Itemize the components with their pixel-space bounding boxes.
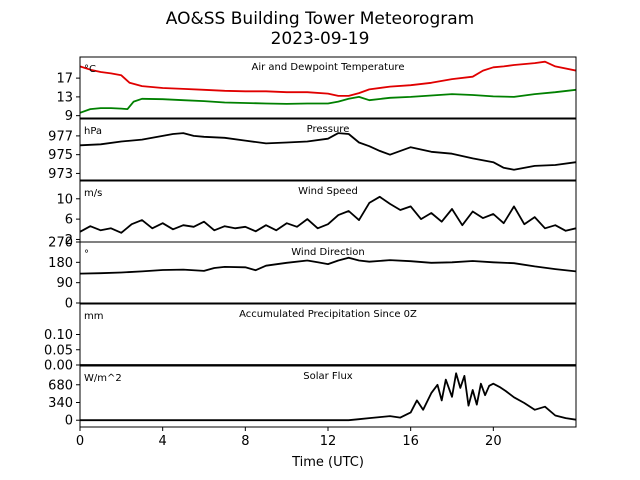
panel-title-2: Wind Speed [298, 186, 358, 197]
panel-4: 0.000.050.10 mm Accumulated Precipitation … [44, 303, 577, 374]
y-tick-label-5-1: 340 [48, 396, 73, 411]
panel-title-4: Accumulated Precipitation Since 0Z [239, 309, 417, 320]
panel-frame-1 [79, 118, 577, 181]
panel-frame-0 [79, 56, 577, 119]
y-tick-label-4-0: 0.00 [44, 359, 73, 374]
y-tick-label-3-3: 270 [48, 236, 73, 251]
series-line-0-0 [80, 60, 576, 97]
x-tick-label-2: 8 [241, 434, 249, 449]
panel-0: 9 13 17 °C Air and Dewpoint Temperature [56, 56, 577, 124]
series-line-3-0 [80, 256, 576, 275]
y-tick-label-3-2: 180 [48, 256, 73, 271]
y-tick-label-2-0: 2 [65, 233, 73, 248]
panel-unit-0: °C [84, 64, 96, 75]
y-tick-label-1-2: 977 [48, 129, 73, 144]
x-axis: 0 4 8 12 16 20 [76, 427, 502, 449]
x-tick-label-1: 4 [159, 434, 167, 449]
panel-frame-3 [79, 241, 577, 304]
panel-title-1: Pressure [307, 124, 350, 135]
panel-title-3: Wind Direction [291, 247, 365, 258]
y-tick-label-2-1: 6 [65, 213, 73, 228]
panel-title-5: Solar Flux [303, 371, 353, 382]
panel-unit-3: ° [84, 249, 89, 260]
y-tick-label-5-0: 0 [65, 414, 73, 429]
y-tick-label-3-1: 90 [56, 276, 73, 291]
y-tick-label-1-1: 975 [48, 148, 73, 163]
y-tick-label-1-0: 973 [48, 167, 73, 182]
x-tick-label-4: 16 [402, 434, 419, 449]
x-tick-label-3: 12 [320, 434, 337, 449]
panel-1: 973 975 977 hPa Pressure [48, 118, 577, 182]
panel-unit-2: m/s [84, 188, 102, 199]
y-tick-label-3-0: 0 [65, 297, 73, 312]
series-line-5-0 [80, 372, 576, 422]
y-tick-label-0-2: 17 [56, 72, 73, 87]
x-tick-label-0: 0 [76, 434, 84, 449]
x-tick-label-5: 20 [485, 434, 502, 449]
x-axis-label: Time (UTC) [291, 455, 364, 470]
series-line-0-1 [80, 88, 576, 114]
y-tick-label-4-2: 0.10 [44, 328, 73, 343]
series-line-1-0 [80, 132, 576, 171]
y-tick-label-2-2: 10 [56, 192, 73, 207]
y-tick-label-5-2: 680 [48, 378, 73, 393]
panel-3: 0 90 180 270 ° Wind Direction [48, 236, 577, 312]
figure-title-line1: AO&SS Building Tower Meteorogram [166, 9, 474, 29]
panel-title-0: Air and Dewpoint Temperature [252, 62, 405, 73]
panel-unit-4: mm [84, 311, 103, 322]
y-tick-label-0-0: 9 [65, 109, 73, 124]
y-tick-label-4-1: 0.05 [44, 343, 73, 358]
series-line-2-0 [80, 195, 576, 234]
y-tick-label-0-1: 13 [56, 90, 73, 105]
figure-title-line2: 2023-09-19 [271, 29, 370, 49]
panel-unit-5: W/m^2 [84, 373, 122, 384]
panel-unit-1: hPa [84, 126, 102, 137]
